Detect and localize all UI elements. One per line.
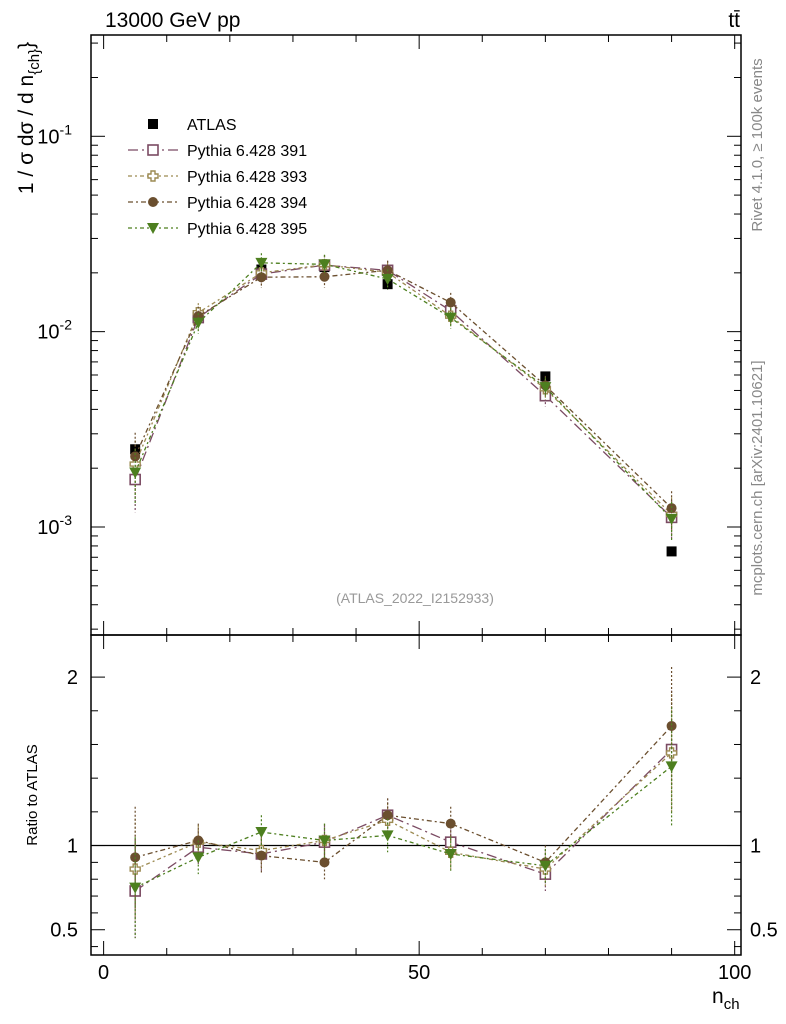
data-point	[130, 451, 141, 462]
ratio-data-point	[665, 761, 678, 773]
legend-marker	[147, 223, 159, 234]
ratio-data-point	[192, 852, 205, 864]
xtick-label: 50	[408, 962, 430, 984]
ratio-series-line	[134, 749, 673, 892]
legend-label: Pythia 6.428 395	[187, 221, 307, 238]
data-point	[192, 317, 205, 329]
legend-item: Pythia 6.428 395	[128, 221, 307, 238]
xlabel: nch	[712, 985, 740, 1013]
ratio-data-point	[381, 830, 394, 842]
ratio-data-point	[445, 818, 456, 829]
ratio-series-line	[135, 725, 673, 864]
ratio-ytick-label-left: 1	[67, 836, 78, 858]
legend-label: ATLAS	[187, 117, 237, 134]
legend-item: ATLAS	[148, 117, 237, 134]
legend-item: Pythia 6.428 393	[128, 169, 307, 186]
legend-marker	[148, 197, 158, 207]
ratio-data-point	[539, 860, 552, 872]
legend-label: Pythia 6.428 394	[187, 195, 307, 212]
ratio-panel-frame	[90, 634, 742, 956]
ratio-ytick-label-right: 2	[750, 667, 761, 689]
legend-label: Pythia 6.428 391	[187, 143, 307, 160]
ratio-series-pythia-6-428-395	[129, 707, 678, 939]
ratio-axis-ticks: 0.5 0.5 1 1 2 2	[50, 667, 778, 948]
data-point	[319, 271, 330, 282]
data-point	[255, 257, 268, 269]
series-line	[134, 262, 673, 520]
analysis-label: (ATLAS_2022_I2152933)	[336, 590, 494, 606]
legend-label: Pythia 6.428 393	[187, 169, 307, 186]
data-point	[256, 272, 267, 283]
legend-item: Pythia 6.428 391	[128, 143, 307, 160]
series-line	[134, 269, 673, 509]
process-label: 13000 GeV pp	[105, 9, 240, 32]
main-series-group	[129, 253, 678, 557]
ratio-ytick-label-left: 2	[67, 667, 78, 689]
ratio-series-line	[134, 765, 672, 889]
ratio-data-point	[129, 863, 141, 875]
source-label: mcplots.cern.ch [arXiv:2401.10621]	[749, 360, 766, 595]
ratio-data-point	[318, 835, 331, 847]
xtick-label: 100	[718, 962, 751, 984]
ratio-data-point	[129, 882, 142, 894]
series-pythia-6-428-395	[129, 253, 678, 540]
main-ylabel: 1 / σ dσ / d n{ch}}	[15, 42, 43, 194]
legend-marker	[147, 170, 159, 182]
legend-marker	[147, 144, 159, 156]
data-point	[666, 503, 677, 514]
ratio-ytick-label-left: 0.5	[50, 920, 78, 942]
ratio-series-pythia-6-428-394	[130, 667, 677, 908]
legend: ATLAS Pythia 6.428 391 Pythia 6.428 393 Pyt…	[128, 117, 307, 238]
data-point	[665, 513, 678, 525]
main-ytick-label: 10-1	[37, 121, 72, 148]
series-pythia-6-428-394	[130, 260, 677, 530]
ratio-ylabel: Ratio to ATLAS	[24, 744, 41, 845]
ratio-series-group	[129, 667, 678, 939]
ratio-data-point	[666, 720, 677, 731]
data-point	[666, 546, 677, 557]
data-point	[444, 312, 457, 324]
legend-marker	[148, 119, 158, 129]
ratio-series-pythia-6-428-393	[129, 693, 678, 920]
final-state-label: tt̄	[728, 9, 740, 32]
series-atlas	[130, 262, 677, 557]
ratio-data-point	[256, 850, 267, 861]
data-point	[318, 259, 331, 271]
series-line	[134, 264, 673, 515]
ratio-data-point	[382, 810, 393, 821]
ratio-series-line	[134, 752, 673, 870]
main-ytick-label: 10-3	[37, 512, 72, 539]
ratio-data-point	[444, 848, 457, 860]
ratio-ytick-label-right: 0.5	[750, 920, 778, 942]
series-line	[134, 264, 673, 518]
legend-item: Pythia 6.428 394	[128, 195, 307, 212]
ratio-data-point	[319, 857, 330, 868]
xtick-label: 0	[98, 962, 109, 984]
data-point	[445, 297, 456, 308]
ratio-data-point	[255, 827, 268, 839]
ratio-series-pythia-6-428-391	[129, 690, 678, 939]
ratio-ytick-label-right: 1	[750, 836, 761, 858]
data-point	[539, 382, 552, 394]
main-ytick-label: 10-2	[37, 317, 72, 344]
main-axis-ticks: 10-3 10-2 10-1	[37, 42, 741, 630]
x-axis-ticks: 0 50 100	[98, 35, 751, 984]
series-pythia-6-428-391	[129, 255, 678, 539]
svg-text:1 / σ dσ / d n{ch}}: 1 / σ dσ / d n{ch}}	[15, 42, 43, 194]
series-pythia-6-428-393	[129, 255, 678, 536]
data-point	[129, 467, 142, 479]
rivet-version-label: Rivet 4.1.0, ≥ 100k events	[749, 58, 766, 231]
data-point	[381, 273, 394, 285]
